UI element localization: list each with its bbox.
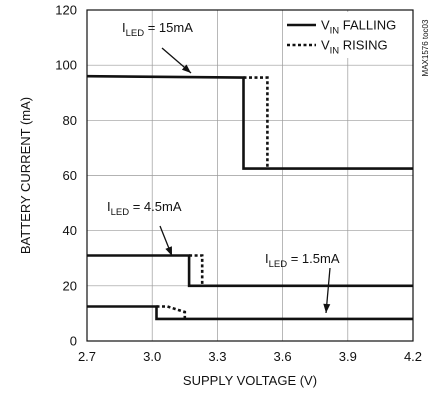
y-tick-label-1: 20 [63, 278, 77, 293]
x-tick-label-1: 3.0 [143, 349, 161, 364]
series-rising-5 [156, 305, 187, 319]
y-tick-label-3: 60 [63, 168, 77, 183]
series-falling-2 [87, 254, 413, 288]
x-axis-title: SUPPLY VOLTAGE (V) [183, 373, 317, 388]
y-tick-label-4: 80 [63, 113, 77, 128]
x-tick-label-2: 3.3 [208, 349, 226, 364]
annotation-arrowhead-2 [323, 303, 331, 313]
legend-entry-1: VIN RISING [321, 38, 388, 57]
annotation-arrowhead-1 [165, 246, 172, 256]
legend-background [283, 12, 405, 58]
plot-frame [86, 9, 414, 342]
series-rising-1 [243, 76, 269, 169]
annotation-label-1: ILED = 4.5mA [107, 199, 182, 218]
annotation-arrowhead-0 [181, 64, 191, 73]
y-tick-label-2: 40 [63, 223, 77, 238]
series-lines [86, 74, 413, 321]
annotation-label-0: ILED = 15mA [122, 20, 193, 39]
annotation-label-2: ILED = 1.5mA [265, 251, 340, 270]
y-tick-label-6: 120 [55, 3, 77, 18]
series-rising-3 [189, 254, 204, 286]
series-falling-4 [87, 305, 413, 321]
y-tick-label-5: 100 [55, 58, 77, 73]
grid [86, 9, 414, 342]
series-falling-0 [86, 74, 413, 170]
x-tick-label-0: 2.7 [78, 349, 96, 364]
annotations: ILED = 15mA ILED = 4.5mA ILED = 1.5mA [107, 20, 340, 314]
y-tick-label-0: 0 [70, 334, 77, 349]
tick-labels: 2.7 3.0 3.3 3.6 3.9 4.2 0 20 40 60 80 100 120 [55, 3, 422, 365]
part-number-label: MAX1576 toc03 [421, 19, 430, 76]
x-tick-label-4: 3.9 [339, 349, 357, 364]
x-tick-label-5: 4.2 [404, 349, 422, 364]
legend-entry-0: VIN FALLING [321, 18, 396, 37]
y-axis-title: BATTERY CURRENT (mA) [18, 97, 33, 254]
x-tick-label-3: 3.6 [274, 349, 292, 364]
